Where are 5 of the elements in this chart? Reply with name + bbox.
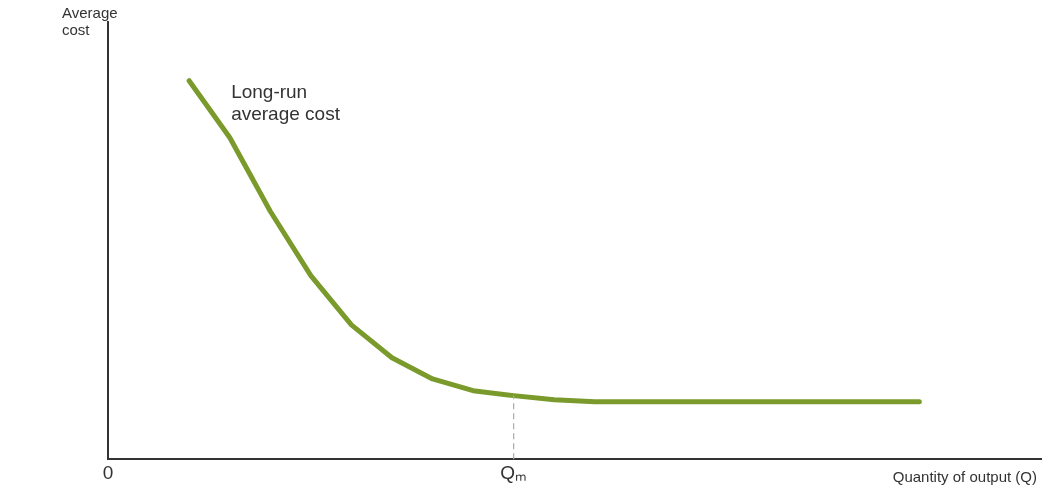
x-tick-label: Qₘ: [500, 461, 528, 483]
series-label: Long-run average cost: [231, 80, 341, 125]
y-axis-title: Average cost: [62, 4, 119, 38]
x-tick-label: 0: [102, 461, 114, 483]
x-axis-title: Quantity of output (Q): [892, 468, 1037, 485]
